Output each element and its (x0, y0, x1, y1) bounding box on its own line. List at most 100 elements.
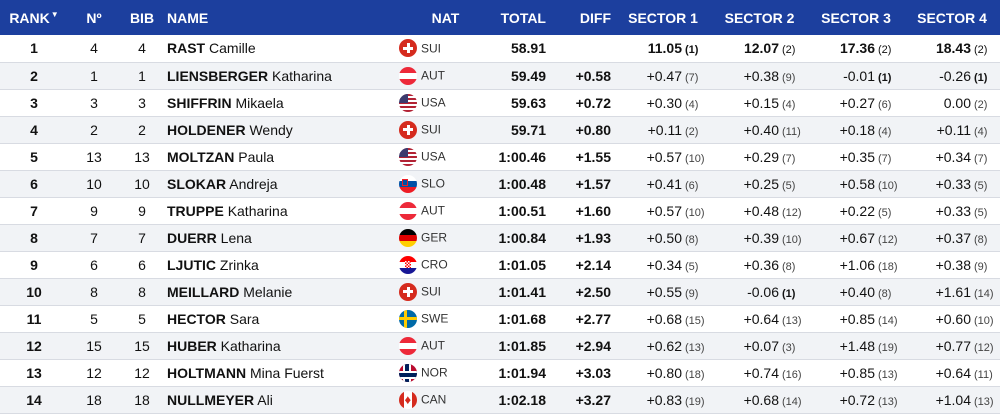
time-diff: +2.77 (575, 310, 611, 327)
athlete-row[interactable]: 2 1 1 LIENSBERGER Katharina AUT 59.49 +0.58 +0.… (0, 62, 1000, 89)
sector1-cell: +0.57 (10) (615, 143, 711, 170)
nation-cell: SUI (399, 35, 492, 62)
athlete-row[interactable]: 10 8 8 MEILLARD Melanie SUI 1:01.41 +2.50 +0.55… (0, 278, 1000, 305)
no-cell: 15 (86, 337, 102, 354)
athlete-row[interactable]: 12 15 15 HUBER Katharina AUT 1:01.85 +2.94 +0.6… (0, 332, 1000, 359)
athlete-row[interactable]: 9 6 6 LJUTIC Zrinka CRO 1:01.05 +2.14 +0.34 (5) +… (0, 251, 1000, 278)
athlete-name[interactable]: HECTOR Sara (164, 305, 399, 332)
athlete-row[interactable]: 5 13 13 MOLTZAN Paula USA 1:00.46 +1.55 +0.57 (1… (0, 143, 1000, 170)
sector3-header[interactable]: SECTOR 3 (821, 9, 891, 26)
athlete-name[interactable]: HOLTMANN Mina Fuerst (164, 359, 399, 386)
athlete-row[interactable]: 6 10 10 SLOKAR Andreja SLO 1:00.48 +1.57 +0.41(… (0, 170, 1000, 197)
nation-code: SUI (421, 284, 442, 299)
sector-time: +0.68 (646, 310, 682, 327)
sector-time: +0.36 (743, 256, 779, 273)
sector1-cell: +0.34 (5) (615, 251, 711, 278)
athlete-lastname: TRUPPE (167, 202, 224, 219)
sector3-cell: +0.27 (6) (808, 89, 904, 116)
name-header[interactable]: NAME (167, 9, 209, 26)
athlete-name[interactable]: SHIFFRIN Mikaela (164, 89, 399, 116)
sector-time: +0.15 (743, 94, 779, 111)
total-time: 1:01.41 (498, 283, 546, 300)
sector-time: +1.04 (935, 391, 971, 408)
sector-time: +0.40 (743, 121, 779, 138)
nat-header[interactable]: NAT (431, 9, 460, 26)
athlete-row[interactable]: 3 3 3 SHIFFRIN Mikaela USA 59.63 +0.72 +0.30 (4)… (0, 89, 1000, 116)
sector-position: (4) (878, 125, 892, 138)
athlete-row[interactable]: 11 5 5 HECTOR Sara SWE 1:01.68 +2.77 +0.68 (15) +… (0, 305, 1000, 332)
athlete-firstname: Mina Fuerst (249, 364, 324, 381)
sector-position: (8) (782, 260, 796, 273)
flag-swe-icon (399, 309, 417, 328)
rank-header[interactable]: RANK▼ (9, 9, 59, 26)
athlete-row[interactable]: 1 4 4 RAST Camille SUI 58.91 11.05 (1) 12.07 (2) 1… (0, 35, 1000, 62)
total-time: 1:01.85 (498, 337, 546, 354)
athlete-name[interactable]: DUERR Lena (164, 224, 399, 251)
athlete-row[interactable]: 13 12 12 HOLTMANN Mina Fuerst NOR 1:01.94 +3.0… (0, 359, 1000, 386)
time-diff (552, 35, 615, 62)
total-header[interactable]: TOTAL (500, 9, 546, 26)
bib-cell: 4 (138, 40, 146, 57)
sector-position: (5) (685, 260, 699, 273)
athlete-name[interactable]: MEILLARD Melanie (164, 278, 399, 305)
sector1-cell: +0.30 (4) (615, 89, 711, 116)
no-cell: 8 (90, 283, 98, 300)
athlete-name[interactable]: NULLMEYER Ali (164, 386, 399, 413)
sector-position: (10) (685, 152, 705, 165)
no-cell: 2 (90, 121, 98, 138)
nation-code: AUT (421, 338, 445, 353)
total-time: 59.71 (510, 121, 546, 138)
bib-cell: 8 (138, 283, 146, 300)
time-diff: +1.57 (575, 175, 611, 192)
athlete-row[interactable]: 4 2 2 HOLDENER Wendy SUI 59.71 +0.80 +0.11 (2) +0… (0, 116, 1000, 143)
sector-position: (7) (878, 152, 892, 165)
sector1-cell: +0.80 (18) (615, 359, 711, 386)
flag-nor-icon (399, 363, 417, 382)
athlete-row[interactable]: 7 9 9 TRUPPE Katharina AUT 1:00.51 +1.60 +0.57(… (0, 197, 1000, 224)
sector2-cell: +0.38 (9) (711, 62, 808, 89)
athlete-name[interactable]: TRUPPE Katharina (164, 197, 399, 224)
athlete-name[interactable]: RAST Camille (164, 35, 399, 62)
sector2-cell: +0.48 (12) (711, 197, 808, 224)
athlete-name[interactable]: HOLDENER Wendy (164, 116, 399, 143)
sector1-header[interactable]: SECTOR 1 (628, 9, 698, 26)
bib-header[interactable]: BIB (129, 9, 155, 26)
total-time: 1:01.68 (498, 310, 546, 327)
sector-position: (10) (782, 233, 802, 246)
sector-time: +0.37 (935, 229, 971, 246)
total-time: 1:00.51 (498, 202, 546, 219)
sector4-cell: +0.11 (4) (904, 116, 1000, 143)
athlete-row[interactable]: 8 7 7 DUERR Lena GER 1:00.84 +1.93 +0.50 (8) +0.3… (0, 224, 1000, 251)
bib-cell: 3 (138, 94, 146, 111)
sector-time: +0.60 (935, 310, 971, 327)
athlete-name[interactable]: HUBER Katharina (164, 332, 399, 359)
sector-time: +0.62 (646, 337, 682, 354)
nation-code: SUI (421, 41, 442, 56)
sector-position: (7) (685, 71, 699, 84)
bib-cell: 12 (134, 364, 150, 381)
sector1-cell: +0.83 (19) (615, 386, 711, 413)
bib-cell: 18 (134, 391, 150, 408)
athlete-name[interactable]: MOLTZAN Paula (164, 143, 399, 170)
sector-position: (13) (685, 341, 705, 354)
athlete-name[interactable]: SLOKAR Andreja (164, 170, 399, 197)
athlete-name[interactable]: LIENSBERGER Katharina (164, 62, 399, 89)
athlete-name[interactable]: LJUTIC Zrinka (164, 251, 399, 278)
nation-code: AUT (421, 203, 445, 218)
sector-time: +0.34 (646, 256, 682, 273)
sector2-header[interactable]: SECTOR 2 (724, 9, 795, 26)
sector-position: (9) (974, 260, 988, 273)
no-header[interactable]: Nº (86, 9, 102, 26)
sector-position: (13) (878, 368, 898, 381)
nation-code: USA (421, 95, 446, 110)
sector-time: +0.85 (839, 364, 875, 381)
time-diff: +2.50 (575, 283, 611, 300)
sector-time: -0.26 (939, 67, 971, 84)
athlete-firstname: Sara (229, 310, 260, 327)
athlete-lastname: SLOKAR (167, 175, 227, 192)
sector4-header[interactable]: SECTOR 4 (917, 9, 987, 26)
no-cell: 18 (86, 391, 102, 408)
diff-header[interactable]: DIFF (579, 9, 611, 26)
sector-time: +0.35 (839, 148, 875, 165)
